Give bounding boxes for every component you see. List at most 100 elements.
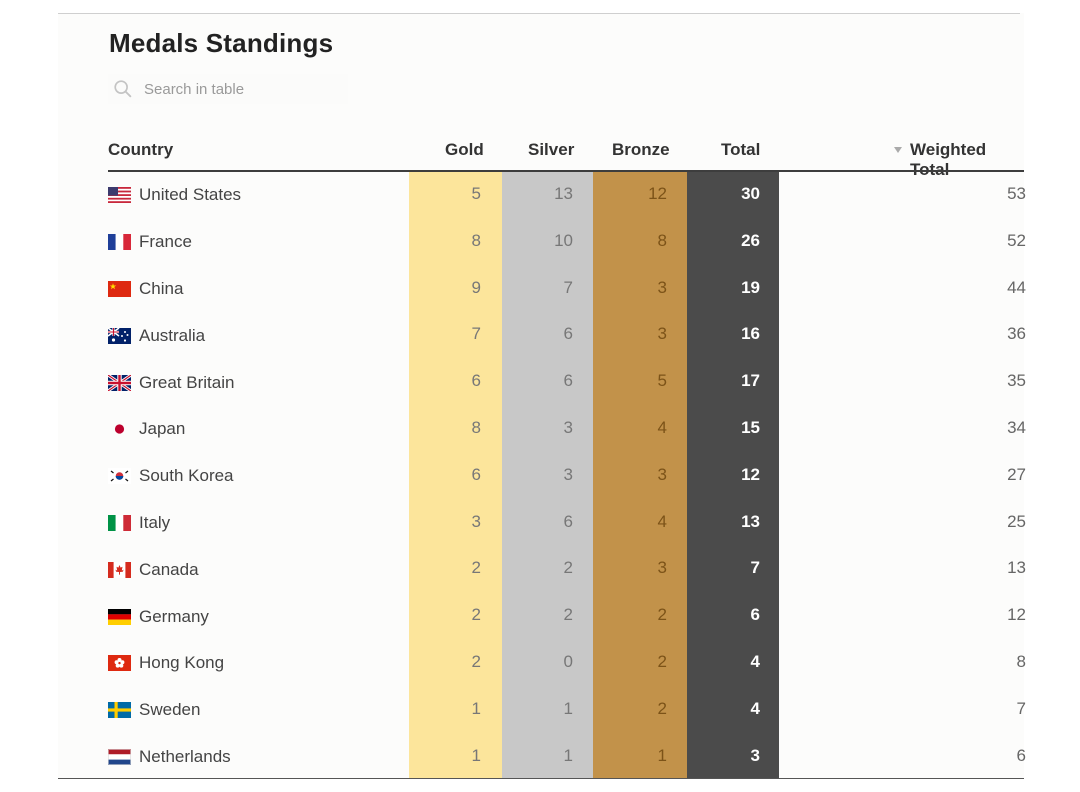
total-count: 7 (750, 558, 760, 578)
gold-count: 7 (471, 324, 481, 344)
country-cell: United States (108, 172, 241, 219)
gold-column-background (409, 172, 502, 778)
italy-flag-icon (108, 514, 131, 531)
silver-count: 10 (554, 230, 573, 250)
total-count: 4 (750, 698, 760, 718)
weighted-total: 35 (1007, 371, 1026, 391)
gold-count: 2 (471, 558, 481, 578)
netherlands-flag-icon (108, 748, 131, 765)
great-britain-flag-icon (107, 373, 132, 392)
bronze-count: 3 (657, 558, 667, 578)
search-icon (114, 80, 132, 98)
australia-flag-icon (107, 327, 131, 344)
weighted-total: 6 (1016, 745, 1026, 765)
gold-count: 8 (471, 417, 481, 437)
gold-count: 8 (471, 230, 481, 250)
country-name: Hong Kong (139, 653, 225, 673)
search-box[interactable] (108, 74, 348, 104)
weighted-total: 36 (1007, 324, 1026, 344)
table-row[interactable]: Canada 2 2 3 7 13 (0, 546, 1080, 593)
silver-count: 1 (563, 698, 573, 718)
table-row[interactable]: Hong Kong 2 0 2 4 8 (0, 640, 1080, 687)
country-name: Netherlands (139, 746, 231, 766)
column-header-weighted-total[interactable]: Weighted Total (910, 140, 987, 179)
weighted-total: 7 (1016, 698, 1026, 718)
table-row[interactable]: Netherlands 1 1 1 3 6 (0, 734, 1080, 781)
country-name: Italy (139, 512, 171, 532)
column-header-silver[interactable]: Silver (528, 140, 575, 159)
table-row[interactable]: United States 5 13 12 30 53 (0, 172, 1080, 219)
table-row[interactable]: Italy 3 6 4 13 25 (0, 500, 1080, 547)
gold-count: 6 (471, 371, 481, 391)
table-row[interactable]: Japan 8 3 4 15 34 (0, 406, 1080, 453)
country-name: China (139, 278, 184, 298)
silver-count: 6 (563, 324, 573, 344)
total-count: 15 (741, 417, 760, 437)
top-divider (58, 13, 1020, 14)
total-count: 6 (750, 605, 760, 625)
bronze-count: 2 (657, 605, 667, 625)
silver-count: 3 (563, 464, 573, 484)
silver-count: 6 (563, 371, 573, 391)
header-divider (108, 170, 1024, 172)
table-row[interactable]: South Korea 6 3 3 12 27 (0, 453, 1080, 500)
sort-descending-icon[interactable] (893, 145, 903, 155)
gold-count: 9 (471, 277, 481, 297)
table-row[interactable]: Sweden 1 1 2 4 7 (0, 687, 1080, 734)
bronze-count: 12 (648, 184, 667, 203)
weighted-total: 8 (1016, 651, 1026, 671)
silver-count: 2 (563, 558, 573, 578)
country-cell: Sweden (108, 687, 200, 734)
country-name: Canada (139, 559, 199, 579)
weighted-total: 27 (1007, 464, 1026, 484)
gold-count: 2 (471, 605, 481, 625)
silver-count: 6 (563, 511, 573, 531)
country-cell: South Korea (108, 453, 234, 500)
country-cell: Japan (108, 406, 185, 453)
total-count: 26 (741, 230, 760, 250)
weighted-total: 34 (1007, 417, 1026, 437)
gold-count: 2 (471, 651, 481, 671)
country-cell: Germany (108, 593, 209, 640)
country-cell: Great Britain (107, 359, 234, 406)
country-name: France (139, 232, 192, 252)
page-title: Medals Standings (109, 28, 334, 58)
silver-count: 13 (554, 184, 573, 203)
silver-count: 7 (563, 277, 573, 297)
column-header-total[interactable]: Total (721, 140, 761, 159)
country-cell: Canada (108, 546, 199, 593)
weighted-total: 52 (1007, 230, 1026, 250)
column-header-bronze[interactable]: Bronze (612, 140, 670, 159)
table-row[interactable]: Great Britain 6 6 5 17 35 (0, 359, 1080, 406)
weighted-total: 25 (1007, 511, 1026, 531)
japan-flag-icon (108, 421, 131, 437)
sweden-flag-icon (108, 702, 131, 719)
bronze-count: 4 (657, 511, 667, 531)
gold-count: 3 (471, 511, 481, 531)
bronze-count: 5 (657, 371, 667, 391)
table-row[interactable]: Germany 2 2 2 6 12 (0, 593, 1080, 640)
gold-count: 1 (471, 698, 481, 718)
gold-count: 6 (471, 464, 481, 484)
silver-count: 3 (563, 417, 573, 437)
bronze-count: 2 (657, 698, 667, 718)
country-name: Australia (139, 325, 206, 345)
column-header-gold[interactable]: Gold (445, 140, 484, 159)
search-input[interactable] (142, 79, 346, 99)
us-flag-icon (108, 187, 131, 204)
south-korea-flag-icon (108, 468, 131, 485)
weighted-total: 44 (1007, 277, 1026, 297)
column-header-country[interactable]: Country (108, 140, 174, 159)
bronze-count: 4 (657, 417, 667, 437)
weighted-total: 12 (1007, 605, 1026, 625)
country-cell: China (108, 266, 183, 313)
table-row[interactable]: China 9 7 3 19 44 (0, 266, 1080, 313)
silver-count: 2 (563, 605, 573, 625)
country-cell: Australia (107, 312, 206, 359)
total-count: 19 (741, 277, 760, 297)
country-name: Sweden (139, 700, 201, 720)
china-flag-icon (108, 280, 131, 297)
bottom-divider (58, 778, 1024, 779)
table-row[interactable]: France 8 10 8 26 52 (0, 219, 1080, 266)
table-row[interactable]: Australia 7 6 3 16 36 (0, 312, 1080, 359)
